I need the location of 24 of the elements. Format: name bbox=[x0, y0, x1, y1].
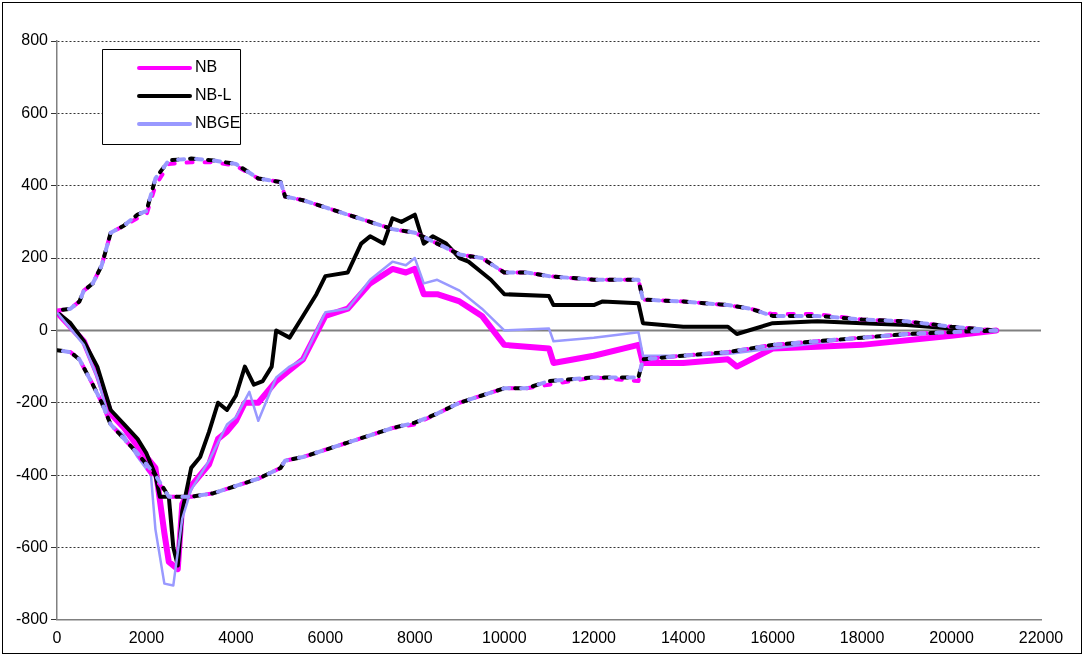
x-tick-label: 8000 bbox=[397, 628, 433, 646]
y-tick-label: 200 bbox=[21, 248, 49, 266]
x-tick-label: 6000 bbox=[307, 628, 344, 646]
y-tick-label: -400 bbox=[15, 465, 49, 483]
x-tick-label: 16000 bbox=[750, 628, 795, 646]
y-tick-label: -800 bbox=[15, 610, 49, 628]
x-tick-label: 10000 bbox=[482, 628, 527, 646]
x-tick-label: 4000 bbox=[218, 628, 254, 646]
x-tick-label: 0 bbox=[52, 628, 62, 646]
x-tick-label: 20000 bbox=[929, 628, 974, 646]
y-tick-label: -200 bbox=[15, 393, 49, 411]
legend-label: NB bbox=[195, 58, 218, 76]
y-tick-label: 0 bbox=[39, 320, 49, 338]
x-tick-label: 14000 bbox=[660, 628, 706, 646]
y-tick-label: 600 bbox=[21, 103, 49, 121]
x-tick-label: 12000 bbox=[571, 628, 617, 646]
x-tick-label: 2000 bbox=[128, 628, 165, 646]
x-tick-label: 22000 bbox=[1018, 628, 1064, 646]
legend-label: NBGE bbox=[195, 114, 241, 132]
legend-label: NB-L bbox=[195, 86, 232, 104]
y-tick-label: -600 bbox=[15, 537, 49, 555]
x-tick-label: 18000 bbox=[839, 628, 885, 646]
y-tick-label: 800 bbox=[21, 31, 49, 49]
y-tick-label: 400 bbox=[21, 176, 49, 194]
